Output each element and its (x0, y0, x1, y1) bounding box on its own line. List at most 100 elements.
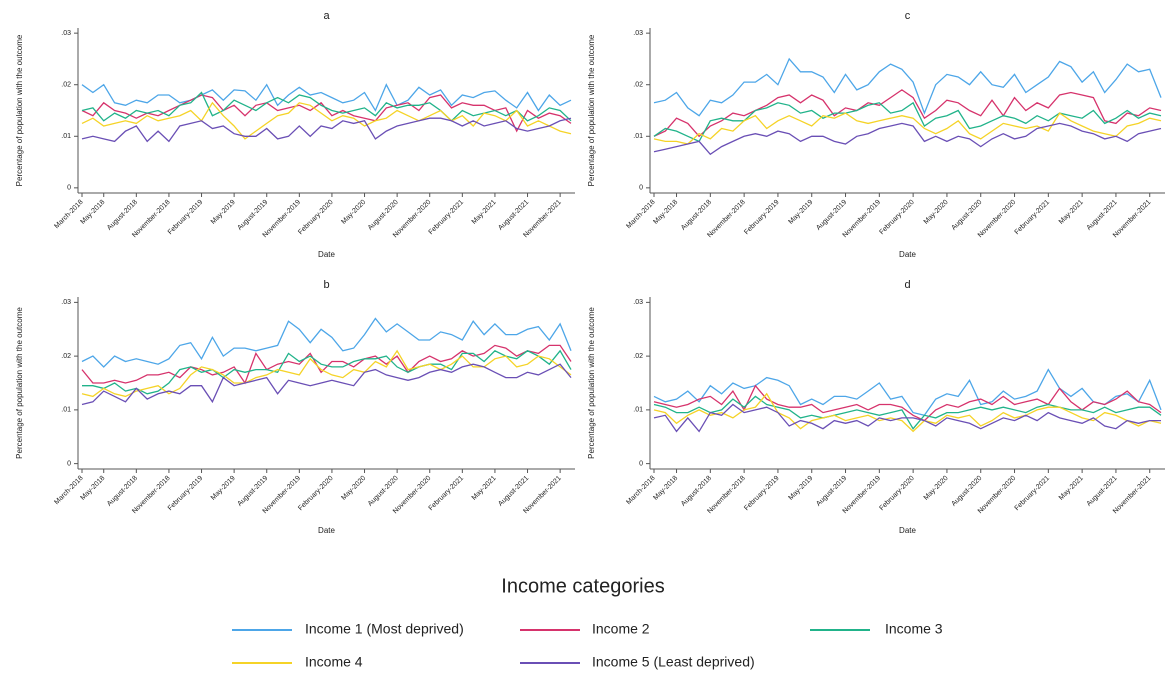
series-line (653, 368, 1162, 417)
x-axis-label: Date (318, 250, 335, 259)
x-tick-label: November-2020 (977, 475, 1018, 516)
x-tick-label: May-2020 (340, 475, 367, 502)
legend-label: Income 1 (Most deprived) (305, 621, 464, 637)
x-tick-label: November-2021 (1112, 199, 1153, 240)
y-tick-label: .02 (633, 82, 643, 89)
x-tick-label: August-2019 (815, 475, 848, 508)
x-tick-label: February-2021 (428, 475, 465, 512)
x-tick-label: February-2020 (297, 475, 334, 512)
x-tick-label: November-2021 (1112, 475, 1153, 516)
x-tick-label: August-2020 (950, 475, 983, 508)
y-tick-label: .02 (633, 353, 643, 360)
x-tick-label: March-2018 (625, 199, 656, 230)
y-tick-label: .03 (61, 30, 71, 37)
series-line (81, 117, 572, 143)
legend-label: Income 5 (Least deprived) (592, 654, 755, 670)
x-tick-label: August-2018 (680, 475, 713, 508)
y-axis-label: Percentage of population with the outcom… (15, 307, 24, 459)
x-tick-label: November-2020 (977, 199, 1018, 240)
series-line (653, 112, 1162, 145)
x-tick-label: February-2019 (167, 475, 204, 512)
y-tick-label: .03 (633, 299, 643, 306)
series-line (81, 317, 572, 368)
x-tick-label: March-2018 (625, 475, 656, 506)
series-line (81, 344, 572, 385)
x-tick-label: February-2021 (428, 199, 465, 236)
y-tick-label: .01 (633, 133, 643, 140)
y-tick-label: .01 (633, 407, 643, 414)
x-tick-label: August-2019 (236, 199, 269, 232)
x-tick-label: May-2019 (210, 475, 237, 502)
x-tick-label: August-2018 (106, 475, 139, 508)
series-line (82, 349, 572, 395)
x-axis-label: Date (899, 250, 916, 259)
series-line (81, 363, 572, 406)
x-tick-label: May-2020 (923, 199, 950, 226)
y-tick-label: .01 (61, 407, 71, 414)
y-axis-label: Percentage of population with the outcom… (15, 34, 24, 186)
x-tick-label: May-2018 (652, 475, 679, 502)
series-line (653, 403, 1161, 433)
x-tick-label: August-2018 (106, 199, 139, 232)
x-tick-label: March-2018 (53, 475, 84, 506)
y-tick-label: .02 (61, 353, 71, 360)
panel-title: b (323, 279, 329, 291)
x-tick-label: August-2021 (497, 475, 530, 508)
y-tick-label: .02 (61, 82, 71, 89)
panel-title: d (904, 279, 910, 291)
x-tick-label: November-2018 (706, 475, 747, 516)
x-tick-label: February-2020 (297, 199, 334, 236)
y-tick-label: .03 (61, 299, 71, 306)
x-tick-label: May-2021 (1058, 199, 1085, 226)
panel-title: c (905, 10, 911, 22)
x-tick-label: February-2021 (1014, 199, 1051, 236)
x-axis-label: Date (318, 526, 335, 535)
x-tick-label: August-2021 (497, 199, 530, 232)
y-tick-label: 0 (639, 185, 643, 192)
x-tick-label: March-2018 (53, 199, 84, 230)
x-tick-label: May-2021 (471, 199, 498, 226)
series-line (81, 91, 572, 122)
x-tick-label: May-2019 (787, 199, 814, 226)
x-tick-label: February-2021 (1014, 475, 1051, 512)
x-tick-label: August-2020 (367, 199, 400, 232)
x-tick-label: February-2019 (743, 199, 780, 236)
x-tick-label: August-2018 (680, 199, 713, 232)
x-tick-label: May-2021 (471, 475, 498, 502)
series-line (653, 101, 1162, 143)
y-tick-label: 0 (67, 460, 71, 467)
x-tick-label: February-2019 (167, 199, 204, 236)
x-tick-label: May-2020 (340, 199, 367, 226)
x-tick-label: May-2019 (787, 475, 814, 502)
legend-label: Income 2 (592, 621, 650, 637)
x-tick-label: August-2019 (236, 475, 269, 508)
x-tick-label: August-2020 (367, 475, 400, 508)
series-line (653, 89, 1162, 138)
x-tick-label: August-2021 (1086, 199, 1119, 232)
y-tick-label: .01 (61, 133, 71, 140)
series-line (653, 392, 1162, 433)
y-tick-label: 0 (67, 185, 71, 192)
legend-label: Income 4 (305, 654, 363, 670)
x-tick-label: February-2020 (878, 475, 915, 512)
series-line (653, 395, 1162, 430)
y-axis-label: Percentage of population with the outcom… (587, 34, 596, 186)
series-line (81, 101, 572, 140)
x-tick-label: August-2019 (815, 199, 848, 232)
legend-label: Income 3 (885, 621, 943, 637)
x-tick-label: May-2019 (210, 199, 237, 226)
x-tick-label: May-2021 (1058, 475, 1085, 502)
legend-title: Income categories (501, 575, 664, 597)
panel-title: a (323, 10, 330, 22)
x-tick-label: November-2019 (842, 475, 883, 516)
x-tick-label: February-2020 (878, 199, 915, 236)
series-line (653, 57, 1162, 117)
x-tick-label: August-2021 (1086, 475, 1119, 508)
x-tick-label: August-2020 (950, 199, 983, 232)
x-tick-label: May-2020 (923, 475, 950, 502)
series-line (81, 83, 572, 112)
series-line (653, 384, 1162, 422)
series-line (81, 94, 572, 133)
x-tick-label: February-2019 (743, 475, 780, 512)
